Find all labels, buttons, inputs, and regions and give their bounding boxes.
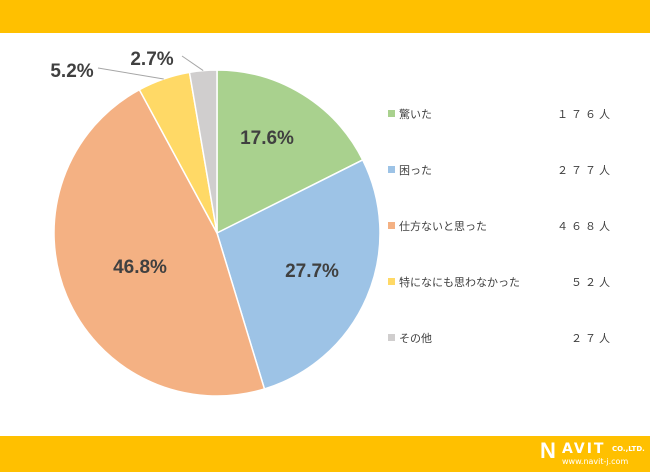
pie-slice [216,158,381,390]
legend-value: ２７人 [571,332,613,345]
legend-value: ５２人 [571,276,613,289]
data-label: 27.7% [285,261,339,282]
pie-slice [53,88,266,397]
bottom-banner [0,436,650,472]
leader-line [97,67,164,80]
legend-swatch [388,334,395,341]
legend-label: その他 [399,332,432,345]
data-label: 17.6% [240,128,294,149]
logo-url: www.navit-j.com [562,457,629,466]
navit-logo: N AVIT CO.,LTD. www.navit-j.com [540,438,645,466]
legend-swatch [388,222,395,229]
legend-swatch [388,110,395,117]
legend-swatch [388,278,395,285]
legend-item: 驚いた １７６人 [388,106,613,122]
legend-label: 特になにも思わなかった [399,276,520,289]
top-banner [0,0,650,33]
pie-slice [216,69,364,235]
pie-chart: 17.6% 27.7% 46.8% 5.2% 2.7% [50,49,381,397]
leader-line [181,55,204,71]
legend-value: ２７７人 [557,164,613,177]
data-label: 2.7% [130,49,173,70]
legend-label: 仕方ないと思った [399,220,487,233]
legend-value: １７６人 [557,108,613,121]
legend-label: 困った [399,164,432,177]
legend-item: その他 ２７人 [388,330,613,346]
legend-label: 驚いた [399,108,432,121]
legend-swatch [388,166,395,173]
legend-item: 困った ２７７人 [388,162,613,178]
legend-item: 特になにも思わなかった ５２人 [388,274,613,290]
logo-suffix: CO.,LTD. [612,445,645,453]
legend-value: ４６８人 [557,220,613,233]
data-label: 46.8% [113,257,167,278]
legend-item: 仕方ないと思った ４６８人 [388,218,613,234]
data-label: 5.2% [50,61,93,82]
